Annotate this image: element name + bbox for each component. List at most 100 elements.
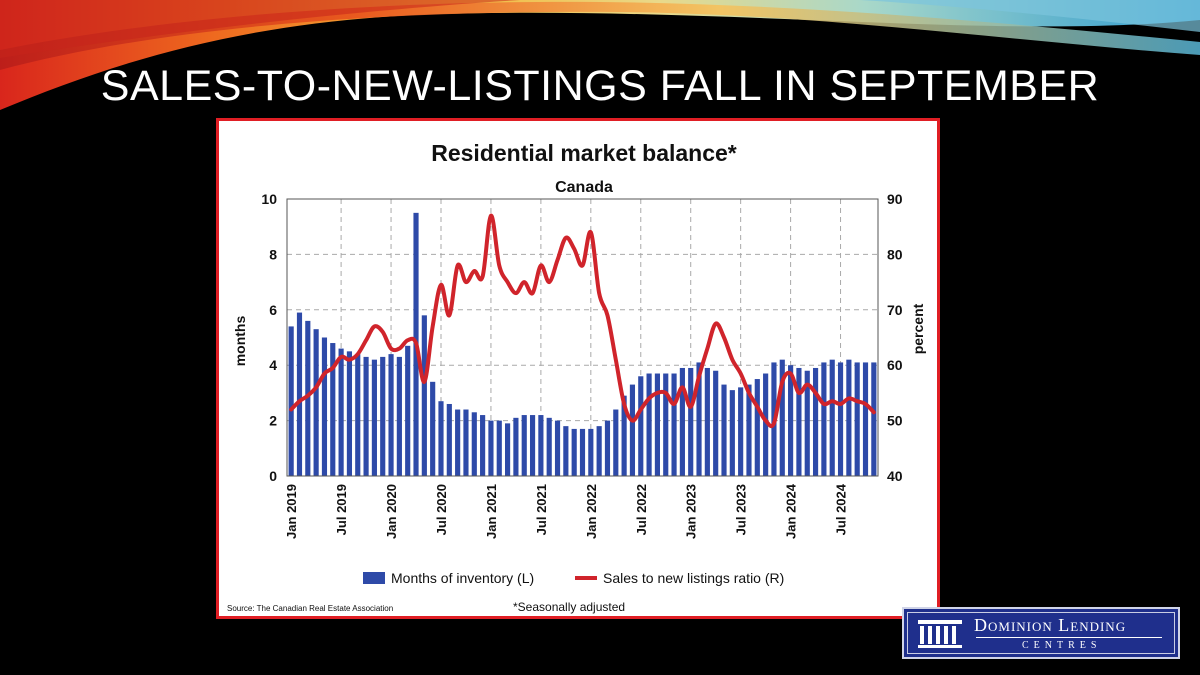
x-tick-label: Jan 2022: [584, 484, 599, 539]
inventory-bar: [430, 381, 436, 476]
inventory-bar: [688, 367, 694, 476]
inventory-bar: [380, 356, 386, 476]
inventory-bar: [321, 337, 328, 476]
inventory-bar: [621, 395, 627, 476]
decorative-swoosh-banner: [0, 0, 1200, 110]
chart-panel: Residential market balance* Canada 0 2 4 6 8…: [216, 118, 940, 619]
inventory-bar: [471, 412, 477, 476]
sales-ratio-path: [289, 213, 876, 429]
y-right-tick-label: 80: [887, 246, 903, 262]
inventory-bar: [654, 373, 660, 476]
logo-text-secondary: CENTRES: [1022, 640, 1102, 651]
inventory-bar: [871, 362, 877, 476]
inventory-bar: [837, 362, 844, 476]
inventory-bar: [788, 365, 794, 476]
x-tick-label: Jul 2020: [434, 484, 449, 535]
inventory-bar: [729, 390, 735, 476]
inventory-bar: [346, 351, 353, 476]
y-right-tick-label: 50: [887, 413, 903, 429]
inventory-bar: [796, 367, 802, 476]
legend-label-inventory: Months of inventory (L): [391, 570, 534, 586]
inventory-bar: [804, 370, 810, 476]
inventory-bar: [463, 409, 469, 476]
inventory-bar: [521, 415, 527, 476]
x-tick-label: Jan 2023: [684, 484, 699, 539]
inventory-bar: [488, 420, 494, 476]
inventory-bar: [513, 417, 519, 476]
inventory-bar: [579, 428, 586, 476]
inventory-bar: [446, 403, 452, 476]
chart: Residential market balance* Canada 0 2 4 6 8…: [227, 140, 926, 614]
inventory-bar: [396, 356, 402, 476]
chart-subtitle: Canada: [555, 179, 613, 196]
inventory-bar: [671, 373, 677, 476]
dominion-lending-logo: Dominion Lending CENTRES: [902, 607, 1180, 659]
legend-label-sales-ratio: Sales to new listings ratio (R): [603, 570, 784, 586]
axes: 0 2 4 6 8 10 40 50 60 70 80 90 Jan 2019 Jul 2019 Jan 2…: [261, 191, 902, 539]
inventory-bar: [629, 384, 636, 476]
inventory-bar: [571, 428, 577, 476]
logo-border: [907, 612, 1175, 654]
slide-title: SALES-TO-NEW-LISTINGS FALL IN SEPTEMBER: [100, 62, 1100, 110]
y-left-tick-label: 8: [269, 246, 277, 262]
inventory-bar: [330, 343, 336, 476]
inventory-bar: [721, 384, 727, 476]
right-axis-label: percent: [910, 303, 926, 354]
logo-text-primary: Dominion Lending: [974, 615, 1127, 635]
y-right-tick-label: 90: [887, 191, 903, 207]
inventory-bar: [313, 329, 319, 476]
legend: Months of inventory (L) Sales to new lis…: [363, 570, 784, 586]
chart-footnote: *Seasonally adjusted: [513, 600, 625, 614]
sales-ratio-line: [289, 213, 876, 429]
inventory-bar: [713, 370, 719, 476]
inventory-bar: [846, 359, 852, 476]
y-left-tick-label: 2: [269, 413, 277, 429]
inventory-bar: [746, 384, 752, 476]
x-tick-label: Jan 2019: [284, 484, 299, 539]
columns-building-icon: [918, 620, 962, 648]
inventory-bar: [296, 312, 303, 476]
chart-source: Source: The Canadian Real Estate Associa…: [227, 604, 393, 613]
inventory-bar: [738, 387, 744, 476]
inventory-bar: [505, 423, 511, 476]
inventory-bar: [763, 373, 769, 476]
inventory-bar: [355, 354, 361, 476]
y-left-tick-label: 0: [269, 468, 277, 484]
inventory-bar: [338, 348, 344, 476]
y-right-tick-label: 70: [887, 302, 903, 318]
inventory-bar: [638, 376, 644, 476]
x-tick-label: Jul 2024: [834, 483, 849, 535]
logo-divider: [976, 637, 1162, 638]
plot-area-border: [286, 198, 879, 477]
inventory-bar: [363, 356, 369, 476]
inventory-bar: [421, 315, 427, 476]
inventory-bar: [829, 359, 835, 476]
inventory-bar: [696, 362, 702, 476]
inventory-bar: [754, 379, 760, 476]
inventory-bar: [821, 362, 827, 476]
inventory-bar: [480, 415, 486, 476]
inventory-bars: [288, 212, 877, 476]
inventory-bar: [529, 415, 536, 476]
y-right-tick-label: 60: [887, 357, 903, 373]
x-tick-label: Jul 2021: [534, 484, 549, 535]
inventory-bar: [704, 367, 710, 476]
x-tick-label: Jul 2019: [334, 484, 349, 535]
inventory-bar: [604, 420, 611, 476]
inventory-bar: [812, 367, 819, 476]
x-tick-label: Jan 2024: [784, 483, 799, 539]
inventory-bar: [779, 359, 785, 476]
inventory-bar: [588, 428, 594, 476]
inventory-bar: [646, 373, 652, 476]
inventory-bar: [538, 415, 544, 476]
inventory-bar: [563, 426, 569, 476]
inventory-bar: [854, 362, 860, 476]
inventory-bar: [554, 420, 561, 476]
inventory-bar: [438, 401, 444, 476]
inventory-bar: [596, 426, 602, 476]
y-left-tick-label: 6: [269, 302, 277, 318]
x-tick-label: Jul 2023: [734, 484, 749, 535]
inventory-bar: [679, 367, 685, 476]
inventory-bar: [663, 373, 669, 476]
y-right-tick-label: 40: [887, 468, 903, 484]
